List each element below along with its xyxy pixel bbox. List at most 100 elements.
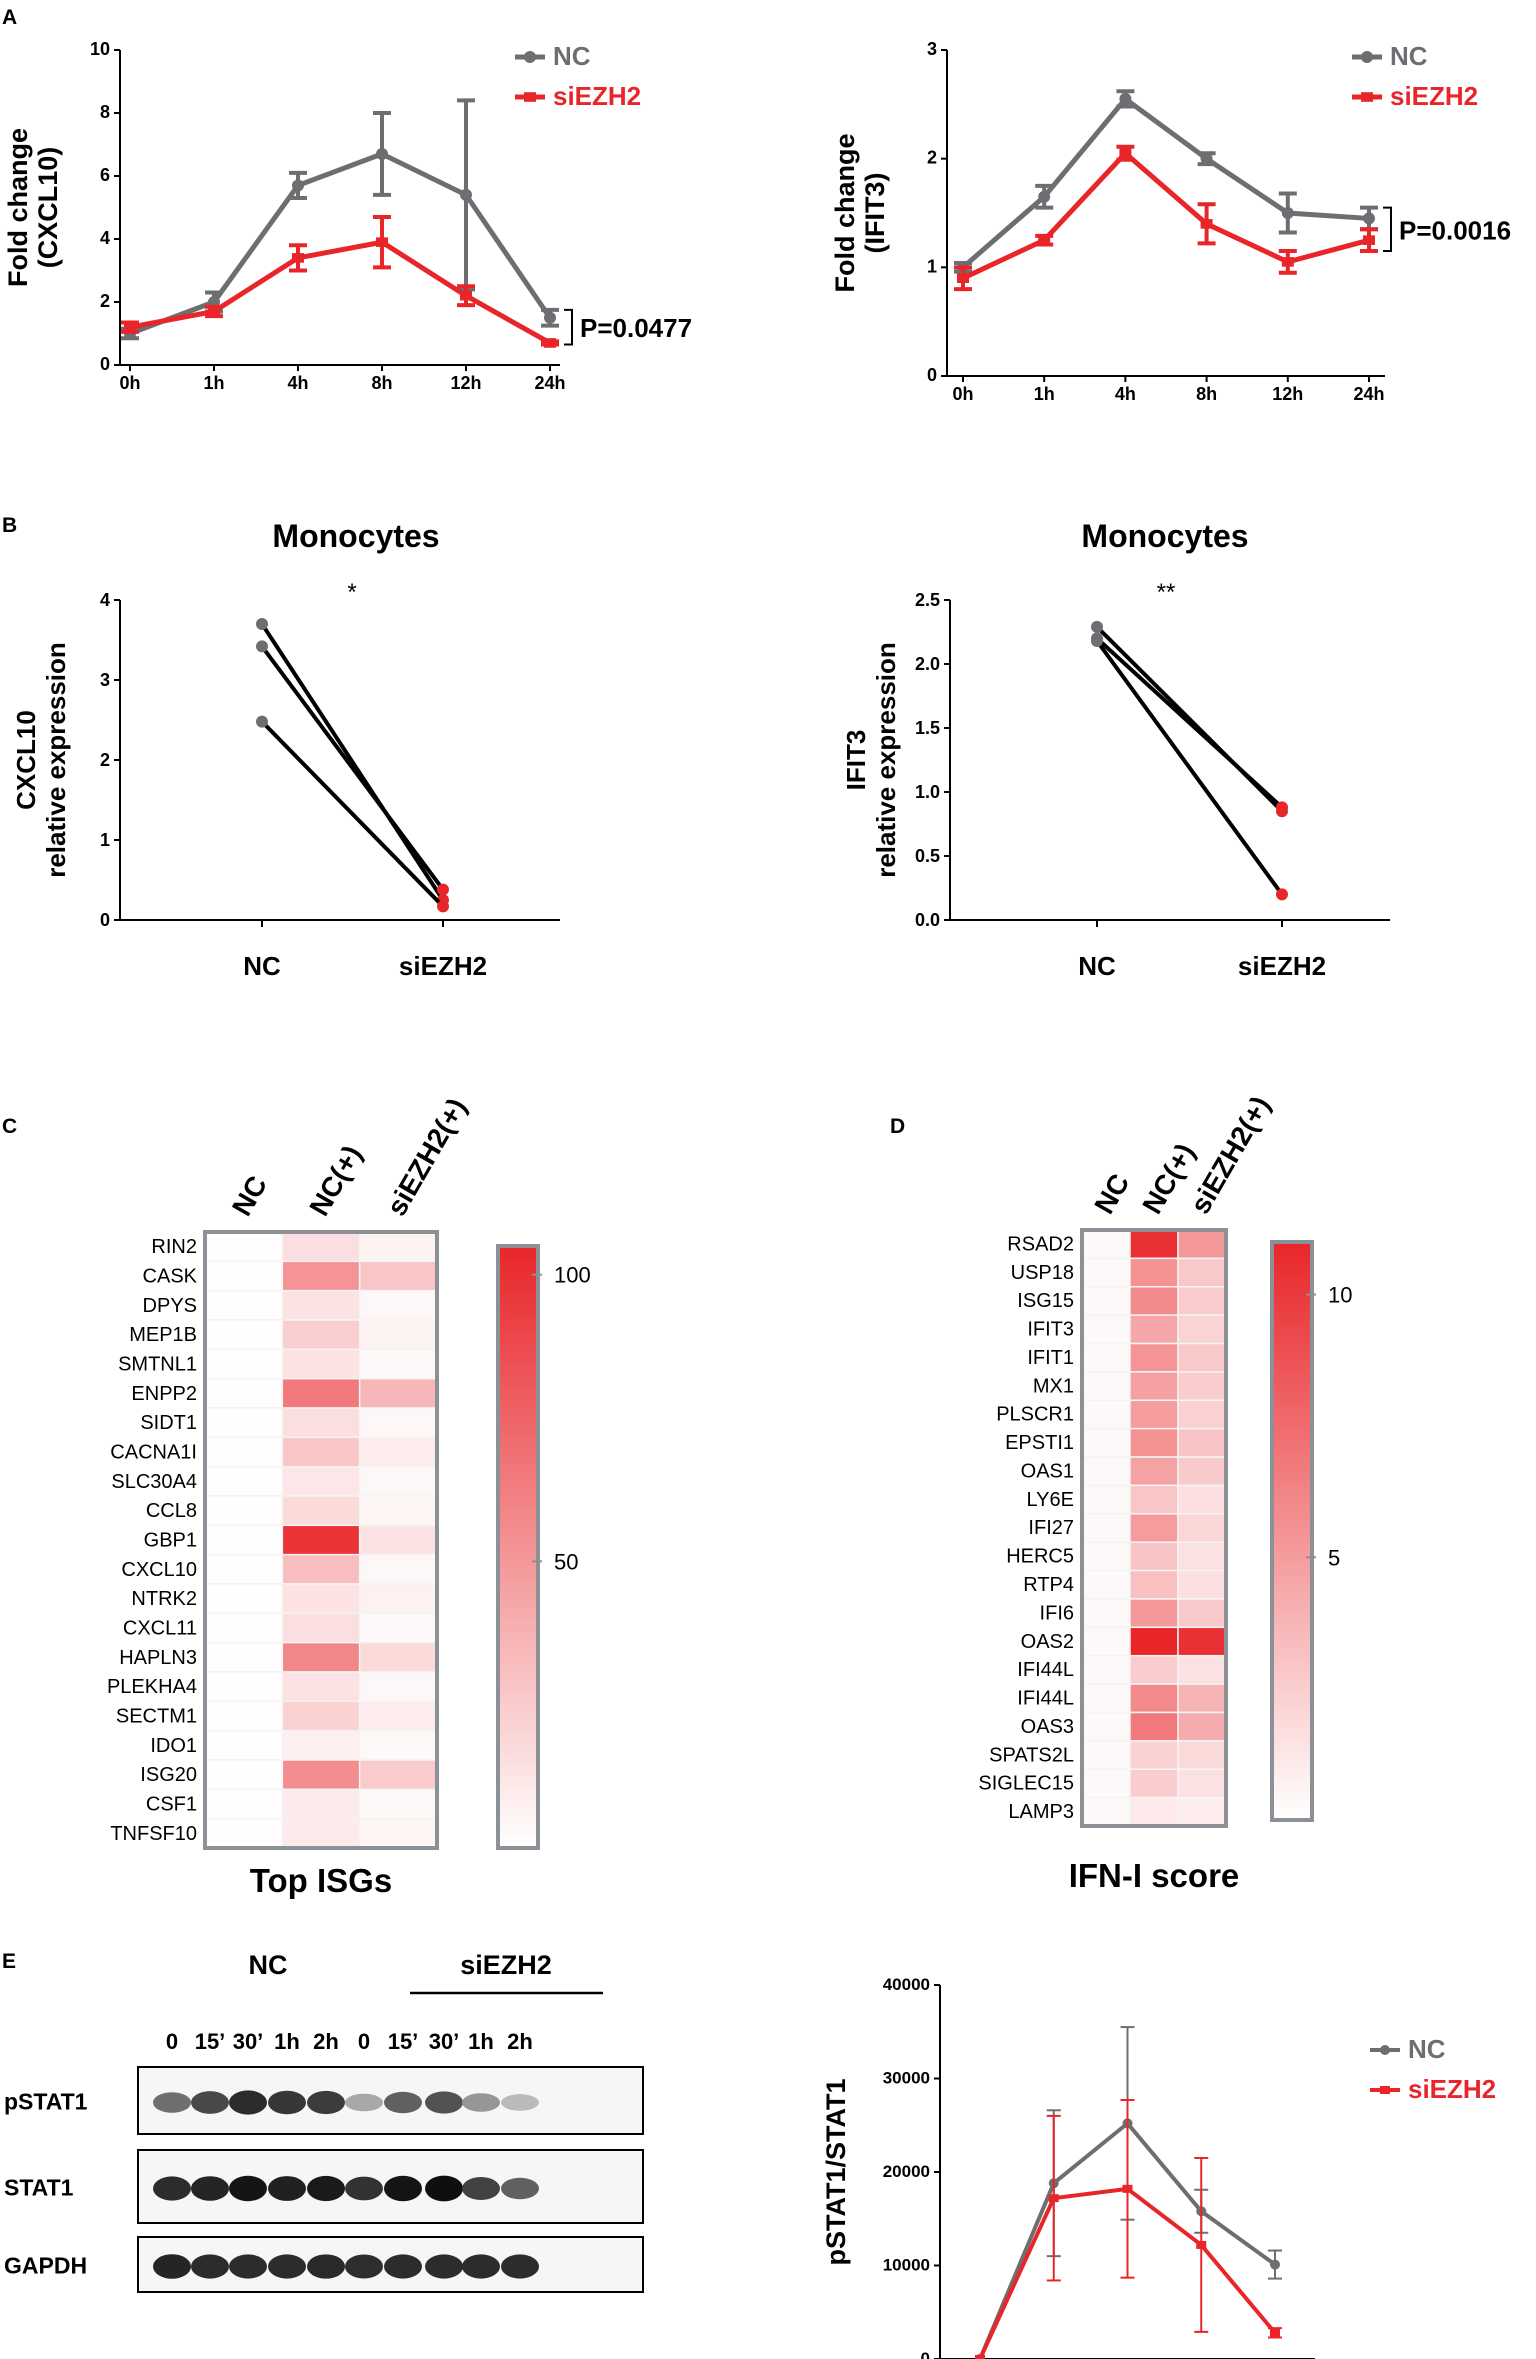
heatmap-cell	[1129, 1683, 1179, 1714]
y-tick-label: 0.0	[915, 910, 940, 930]
significance-bracket	[1383, 206, 1392, 253]
heatmap-cell	[1177, 1513, 1227, 1543]
heatmap-cell	[1081, 1229, 1131, 1260]
timepoint-label: 0	[166, 2029, 178, 2054]
heatmap-cell	[1177, 1740, 1227, 1770]
heatmap-cell	[1177, 1342, 1227, 1373]
data-point-siezh2	[1270, 2328, 1280, 2337]
heatmap-cell	[1177, 1796, 1227, 1827]
y-tick-label: 3	[927, 39, 937, 59]
timepoint-label: 1h	[468, 2029, 494, 2054]
heatmap-cell	[1177, 1399, 1227, 1430]
row-label: OAS3	[1021, 1716, 1074, 1738]
blot-band	[501, 2094, 539, 2111]
y-tick-label: 2	[927, 148, 937, 168]
heatmap-cell	[204, 1377, 284, 1409]
blot-band	[229, 2175, 267, 2202]
pair-line	[1095, 639, 1284, 896]
row-label: EPSTI1	[1005, 1432, 1074, 1454]
heatmap-cell	[204, 1495, 284, 1527]
heatmap-cell	[281, 1612, 361, 1644]
colorbar	[496, 1244, 540, 1850]
row-label: RIN2	[151, 1236, 197, 1258]
timepoint-label: 30’	[429, 2029, 460, 2054]
timepoint-label: 30’	[233, 2029, 264, 2054]
heatmap-cell	[1177, 1286, 1227, 1316]
row-label: SPATS2L	[989, 1744, 1074, 1766]
row-label: SECTM1	[116, 1705, 197, 1727]
heatmap-cell	[204, 1612, 284, 1644]
heatmap-cell	[204, 1348, 284, 1380]
x-tick-label: 8h	[1196, 384, 1217, 404]
heatmap-cell	[204, 1553, 284, 1585]
blot-band	[307, 2254, 345, 2279]
data-point-nc	[256, 640, 268, 653]
x-tick-label: NC	[1078, 951, 1116, 981]
y-tick-label: 1	[927, 256, 937, 276]
heatmap-cell	[1129, 1654, 1179, 1685]
y-tick-label: 2	[100, 750, 110, 770]
legend-marker	[524, 51, 536, 63]
blot-row-label: pSTAT1	[4, 2089, 88, 2115]
heatmap-cell	[281, 1348, 361, 1380]
heatmap-cell	[358, 1612, 438, 1644]
heatmap-cell	[358, 1289, 438, 1321]
panel-label-d: D	[890, 1115, 905, 1138]
heatmap-cell	[1177, 1654, 1227, 1685]
y-axis-label: CXCL10	[11, 710, 41, 810]
heatmap-cell	[1081, 1711, 1131, 1742]
significance-marker: *	[347, 579, 356, 606]
blot-band	[191, 2176, 229, 2201]
heatmap-cell	[1129, 1598, 1179, 1629]
blot-band	[501, 2254, 539, 2279]
heatmap-cell	[281, 1788, 361, 1820]
blot-band	[462, 2254, 500, 2279]
heatmap-cell	[1129, 1513, 1179, 1543]
heatmap-cell	[281, 1319, 361, 1351]
x-tick-label: 24h	[534, 373, 565, 393]
x-tick-label: 0h	[952, 384, 973, 404]
x-tick-label: siEZH2	[1238, 951, 1326, 981]
heatmap-top-isgs: RIN2 CASK DPYS MEP1B SMTNL1 ENPP2 SIDT1 CACNA1I…	[107, 1093, 591, 1899]
heatmap-cell	[1081, 1314, 1131, 1345]
heatmap-cell	[281, 1583, 361, 1615]
blot-row-label: GAPDH	[4, 2253, 87, 2279]
row-label: ENPP2	[131, 1383, 197, 1405]
p-value: P=0.0477	[580, 313, 692, 343]
line-chart-ifit3-fold-change: 0 1 2 3 0h 1h 4h 8h 12h 24h Fold change (IFIT3) NC si…	[830, 39, 1511, 404]
heatmap-cell	[1081, 1484, 1131, 1515]
timepoint-label: 1h	[274, 2029, 300, 2054]
colorbar-tick-label: 10	[1328, 1283, 1352, 1308]
heatmap-cell	[358, 1759, 438, 1791]
y-tick-label: 6	[100, 165, 110, 185]
blot-band	[153, 2092, 191, 2113]
heatmap-cell	[281, 1407, 361, 1439]
data-point-nc	[1270, 2259, 1280, 2270]
x-tick-label: 8h	[371, 373, 392, 393]
y-axis-label: relative expression	[871, 642, 901, 878]
data-point-siezh2	[376, 237, 388, 247]
heatmap-cell	[1081, 1796, 1131, 1827]
y-tick-label: 8	[100, 102, 110, 122]
heatmap-cell	[1177, 1484, 1227, 1515]
legend-label: NC	[1408, 2034, 1446, 2064]
data-point-siezh2	[124, 322, 136, 332]
legend-label: siEZH2	[1408, 2074, 1496, 2104]
blot-band	[191, 2254, 229, 2279]
heatmap-cell	[1081, 1740, 1131, 1770]
row-label: CASK	[143, 1265, 198, 1287]
heatmap-cell	[358, 1641, 438, 1673]
heatmap-cell	[358, 1407, 438, 1439]
heatmap-cell	[358, 1729, 438, 1761]
heatmap-cell	[281, 1817, 361, 1849]
data-point-nc	[1038, 190, 1051, 203]
line-chart-pstat1-ratio: 010000200003000040000015min30min1h2hpSTA…	[821, 1975, 1496, 2359]
data-point-nc	[1363, 212, 1375, 225]
data-point-siezh2	[437, 900, 449, 913]
heatmap-cell	[1081, 1342, 1131, 1373]
significance-bracket	[564, 308, 573, 346]
x-tick-label: 1h	[203, 373, 224, 393]
heatmap-cell	[281, 1260, 361, 1292]
data-point-siezh2	[1196, 2240, 1207, 2249]
blot-group-label: siEZH2	[460, 1950, 552, 1980]
